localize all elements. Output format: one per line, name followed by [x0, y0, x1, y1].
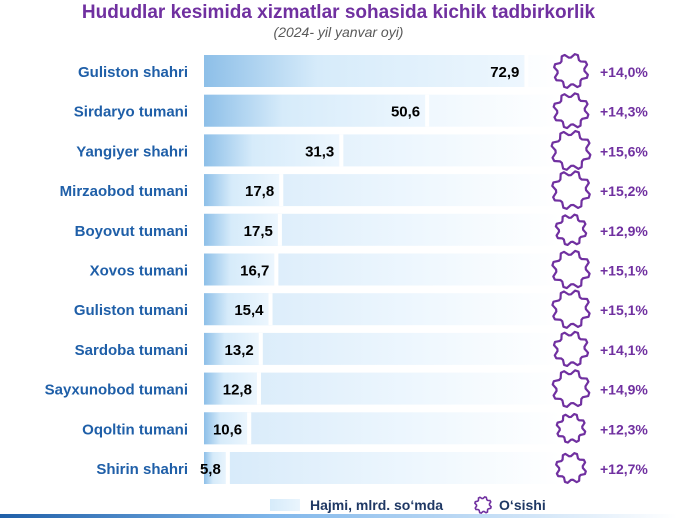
- bar-value-label: 50,6: [391, 104, 420, 121]
- gear-icon: [474, 495, 493, 515]
- growth-label: +14,3%: [600, 104, 648, 120]
- category-label: Yangiyer shahri: [76, 143, 188, 160]
- bar-end-cap: [279, 174, 284, 207]
- bar: [204, 293, 273, 326]
- row-background: [204, 412, 560, 445]
- bar: [204, 213, 282, 246]
- growth-label: +14,0%: [600, 64, 648, 80]
- bar-value-label: 16,7: [240, 263, 269, 280]
- row-background: [204, 332, 560, 365]
- bar-value-label: 17,5: [244, 223, 273, 240]
- bar-end-cap: [524, 55, 529, 87]
- gear-icon-shape: [474, 495, 493, 515]
- growth-label: +14,9%: [600, 382, 648, 398]
- category-label: Oqoltin tumani: [82, 421, 188, 438]
- bar-value-label: 12,8: [223, 382, 252, 399]
- category-label: Sayxunobod tumani: [45, 382, 188, 399]
- legend: Hajmi, mlrd. so‘mda O‘sishi: [270, 495, 546, 515]
- growth-gear-marker: [555, 452, 587, 484]
- growth-label: +12,7%: [600, 461, 648, 477]
- bar-value-label: 13,2: [225, 342, 254, 359]
- bar-end-cap: [258, 332, 263, 365]
- bar-end-cap: [247, 412, 252, 445]
- chart-subtitle: (2024- yil yanvar oyi): [273, 24, 404, 40]
- category-label: Sirdaryo tumani: [74, 104, 188, 121]
- bar-end-cap: [274, 253, 279, 286]
- bar: [204, 253, 279, 286]
- bar: [204, 55, 529, 87]
- bar-value-label: 72,9: [490, 64, 519, 81]
- growth-gear-marker: [551, 369, 591, 408]
- chart-title: Hududlar kesimida xizmatlar sohasida kic…: [81, 2, 596, 23]
- growth-label: +14,1%: [600, 342, 648, 358]
- bottom-decor-bar: [0, 514, 677, 518]
- bar: [204, 412, 252, 445]
- bar-value-label: 31,3: [305, 143, 334, 160]
- bar-value-label: 5,8: [200, 461, 221, 478]
- bar-end-cap: [268, 293, 273, 326]
- growth-gear-marker: [552, 92, 590, 130]
- bar-value-label: 17,8: [245, 183, 274, 200]
- growth-gear-marker: [551, 289, 591, 329]
- growth-gear-marker: [551, 170, 591, 210]
- category-label: Guliston shahri: [78, 64, 188, 81]
- bar: [204, 332, 263, 365]
- growth-gear-marker: [550, 129, 592, 171]
- category-label: Xovos tumani: [90, 263, 188, 280]
- category-label: Mirzaobod tumani: [60, 183, 188, 200]
- growth-gear-marker: [551, 249, 591, 290]
- bar: [204, 452, 230, 484]
- bar: [204, 174, 284, 207]
- bar-end-cap: [225, 452, 230, 484]
- bar-value-label: 10,6: [213, 421, 242, 438]
- category-label: Guliston tumani: [74, 302, 188, 319]
- category-label: Boyovut tumani: [75, 223, 188, 240]
- bar: [204, 134, 344, 167]
- category-label: Shirin shahri: [96, 461, 188, 478]
- bar-end-cap: [425, 94, 430, 127]
- growth-label: +15,2%: [600, 183, 648, 199]
- legend-label-growth: O‘sishi: [499, 497, 546, 513]
- growth-label: +15,1%: [600, 263, 648, 279]
- growth-gear-marker: [553, 53, 589, 89]
- bar-value-label: 15,4: [234, 302, 264, 319]
- legend-swatch-volume: [270, 499, 300, 511]
- growth-label: +12,3%: [600, 421, 648, 437]
- bar-end-cap: [339, 134, 344, 167]
- row-background: [204, 452, 560, 484]
- category-label: Sardoba tumani: [75, 342, 188, 359]
- growth-label: +15,6%: [600, 143, 648, 159]
- bar-end-cap: [256, 372, 261, 405]
- growth-label: +12,9%: [600, 223, 648, 239]
- bar-end-cap: [277, 213, 282, 246]
- growth-gear-marker: [552, 330, 590, 368]
- bar: [204, 94, 430, 127]
- legend-label-volume: Hajmi, mlrd. so‘mda: [310, 497, 444, 513]
- growth-gear-marker: [554, 213, 588, 247]
- growth-label: +15,1%: [600, 302, 648, 318]
- growth-gear-marker: [555, 412, 587, 444]
- bar: [204, 372, 261, 405]
- row-background: [204, 372, 560, 405]
